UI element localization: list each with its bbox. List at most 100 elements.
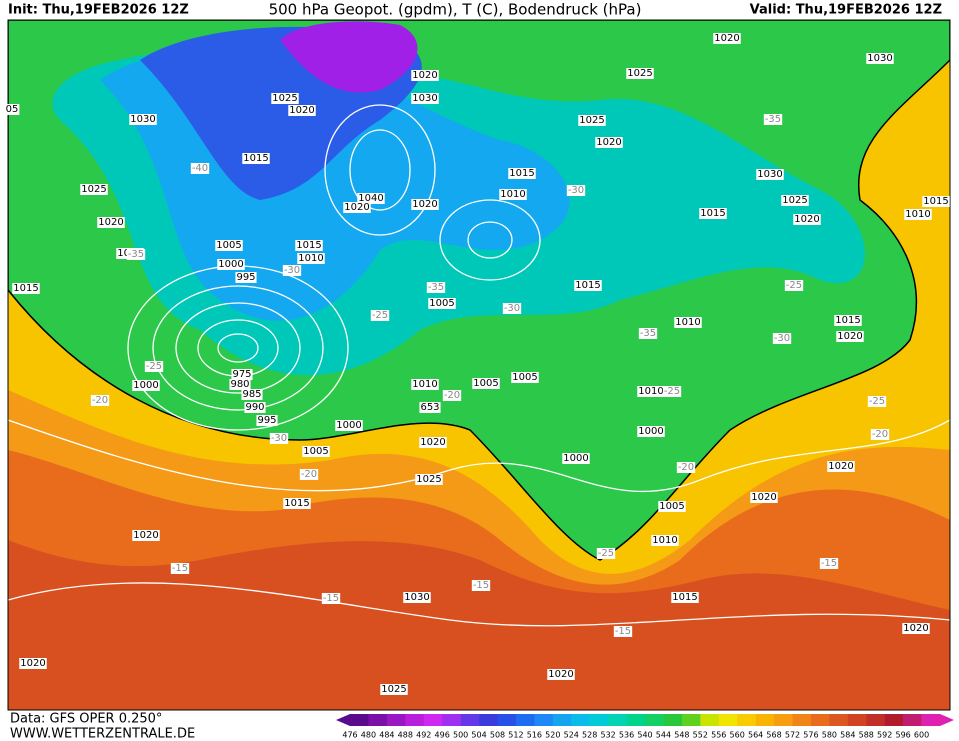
temperature-label: -35 — [765, 114, 781, 125]
isobar-label-box — [547, 669, 575, 680]
data-source: Data: GFS OPER 0.250° — [10, 712, 162, 727]
isobar-label-box — [19, 658, 47, 669]
isobar-label-box — [651, 535, 679, 546]
isobar-label-box — [827, 461, 855, 472]
isobar-label: 990 — [245, 402, 264, 413]
isobar-label: 1010 — [652, 535, 677, 546]
temperature-label: -25 — [664, 386, 680, 397]
isobar-label-box — [271, 93, 299, 104]
isobar-label: 1020 — [289, 105, 314, 116]
colorbar-swatch — [645, 714, 664, 726]
isobar-label-box — [283, 498, 311, 509]
isobar-label-box — [411, 70, 439, 81]
isobar-label-box — [699, 208, 727, 219]
isobar-label-box — [626, 68, 654, 79]
isobar-label-box — [508, 168, 536, 179]
isobar-label-box — [80, 184, 108, 195]
isobar-label: 05 — [6, 104, 19, 115]
temperature-label-box — [676, 462, 696, 473]
isobar-label: 1005 — [473, 378, 498, 389]
colorbar-label: 596 — [895, 731, 910, 740]
temperature-label-box — [321, 593, 341, 604]
isobar-label: 995 — [257, 415, 276, 426]
isobar-label-box — [578, 115, 606, 126]
colorbar-label: 524 — [564, 731, 579, 740]
colorbar-label: 540 — [637, 731, 652, 740]
site-name: WWW.WETTERZENTRALE.DE — [10, 727, 195, 741]
isobar-label-box — [295, 240, 323, 251]
isobar-label: 995 — [236, 272, 255, 283]
colorbar-swatch — [903, 714, 922, 726]
temperature-label: -15 — [172, 563, 188, 574]
temperature-label: -25 — [786, 280, 802, 291]
isobar-label-box — [256, 415, 278, 426]
temperature-label: -30 — [504, 303, 520, 314]
temperature-label: -30 — [568, 185, 584, 196]
isobar-label: 1025 — [381, 684, 406, 695]
temperature-label-box — [613, 626, 633, 637]
colorbar-swatch — [534, 714, 554, 726]
temperature-label-box — [282, 265, 302, 276]
isobar-label: 1010 — [675, 317, 700, 328]
colorbar-swatch — [700, 714, 720, 726]
isobar-label: 985 — [242, 389, 261, 400]
temperature-label-box — [442, 390, 462, 401]
colorbar-swatch — [847, 714, 867, 726]
temperature-label: -20 — [872, 429, 888, 440]
temperature-label: -20 — [444, 390, 460, 401]
colorbar-swatch — [884, 714, 904, 726]
colorbar-label: 480 — [361, 731, 376, 740]
colorbar-swatch — [571, 714, 590, 726]
isobar-label: 1005 — [659, 501, 684, 512]
colorbar-label: 544 — [656, 731, 671, 740]
isobar-label: 975 — [232, 369, 251, 380]
colorbar-label: 592 — [877, 731, 892, 740]
colorbar-swatch — [718, 714, 738, 726]
isobar-label: 1020 — [596, 137, 621, 148]
isobar-label: 1000 — [563, 453, 588, 464]
isobar-label: 653 — [420, 402, 439, 413]
temperature-label: -20 — [301, 469, 317, 480]
isobar-label-box — [713, 33, 741, 44]
isobar-label-box — [4, 104, 20, 115]
isobar-label: 1000 — [638, 426, 663, 437]
colorbar-label: 500 — [453, 731, 468, 740]
colorbar-swatch — [755, 714, 775, 726]
colorbar-swatch — [479, 714, 498, 726]
temperature-label-box — [170, 563, 190, 574]
colorbar-swatch — [792, 714, 812, 726]
isobar-label: 1030 — [130, 114, 155, 125]
isobar-label: 1010 — [638, 386, 663, 397]
temperature-label: -25 — [146, 361, 162, 372]
temperature-label: -35 — [428, 282, 444, 293]
isobar-label: 1020 — [412, 70, 437, 81]
temperature-label: -20 — [678, 462, 694, 473]
isobar-label: 1030 — [412, 93, 437, 104]
isobar-label-box — [637, 426, 665, 437]
colorbar-label: 580 — [822, 731, 837, 740]
isobar-label: 1020 — [714, 33, 739, 44]
isobar-label: 1025 — [782, 195, 807, 206]
isobar-label: 1040 — [358, 193, 383, 204]
isobar-label-box — [902, 623, 930, 634]
isobar-label: 1020 — [420, 437, 445, 448]
colorbar-label: 564 — [748, 731, 763, 740]
isobar-label-box — [357, 193, 385, 204]
isobar-label: 1005 — [429, 298, 454, 309]
temperature-label: -25 — [372, 310, 388, 321]
colorbar-swatch — [866, 714, 885, 726]
colorbar-label: 560 — [730, 731, 745, 740]
isobar-label-box — [132, 380, 160, 391]
isobar-label: 1020 — [344, 202, 369, 213]
isobar-label: 1005 — [303, 446, 328, 457]
colorbar-swatch — [552, 714, 572, 726]
isobar-label: 1020 — [20, 658, 45, 669]
colorbar-swatch — [829, 714, 849, 726]
colorbar-swatch — [405, 714, 425, 726]
temperature-label-box — [426, 282, 446, 293]
isobar-label-box — [574, 280, 602, 291]
isobar-label-box — [297, 253, 325, 264]
isobar-label-box — [302, 446, 330, 457]
isobar-label: 1005 — [512, 372, 537, 383]
